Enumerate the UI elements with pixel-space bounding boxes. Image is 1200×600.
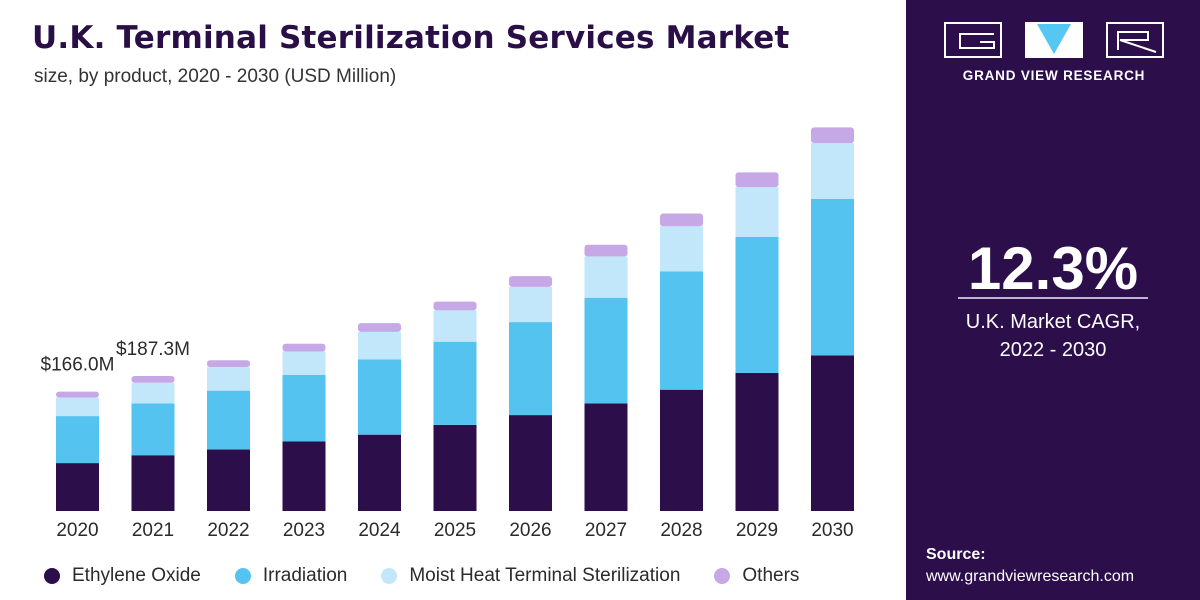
x-tick-label-2025: 2025 — [434, 520, 476, 541]
bar-2022-ethylene-oxide — [207, 449, 250, 511]
x-tick-label-2027: 2027 — [585, 520, 627, 541]
chart-subtitle: size, by product, 2020 - 2030 (USD Milli… — [34, 66, 397, 87]
bar-2023-moist-heat-terminal-sterilization — [282, 351, 326, 375]
bar-2026-ethylene-oxide — [509, 415, 552, 511]
bar-2024-moist-heat-terminal-sterilization — [358, 331, 401, 360]
bar-2021-others — [131, 376, 175, 383]
bar-2028-irradiation — [660, 271, 703, 390]
bar-2027-moist-heat-terminal-sterilization — [584, 256, 628, 298]
bar-2025-moist-heat-terminal-sterilization — [433, 310, 477, 342]
bar-2030-others — [811, 127, 854, 144]
x-tick-label-2020: 2020 — [56, 520, 98, 541]
bar-2020-ethylene-oxide — [56, 463, 99, 511]
cagr-label: U.K. Market CAGR, 2022 - 2030 — [906, 308, 1200, 364]
x-tick-label-2028: 2028 — [660, 520, 702, 541]
bar-2030-irradiation — [811, 198, 854, 356]
bar-2020-moist-heat-terminal-sterilization — [56, 397, 99, 417]
legend-item-others: Others — [714, 565, 799, 587]
cagr-label-line2: 2022 - 2030 — [999, 339, 1107, 361]
bar-2022-others — [207, 360, 250, 368]
bar-2021-irradiation — [131, 403, 175, 456]
bar-2020-irradiation — [56, 416, 99, 464]
bar-2029-moist-heat-terminal-sterilization — [735, 187, 779, 237]
data-label-2020: $166.0M — [41, 355, 115, 376]
x-tick-label-2026: 2026 — [509, 520, 551, 541]
cagr-label-line1: U.K. Market CAGR, — [965, 311, 1141, 333]
bar-2027-ethylene-oxide — [584, 403, 628, 511]
stacked-bar-chart: 2020 2021 2022 2023 2024 2025 2026 2027 2028 2029… — [41, 127, 854, 541]
bar-2026-irradiation — [509, 322, 552, 416]
x-tick-label-2021: 2021 — [132, 520, 174, 541]
logo-r-icon — [1106, 22, 1164, 58]
legend-item-moist-heat: Moist Heat Terminal Sterilization — [381, 565, 680, 587]
legend-label-others: Others — [742, 565, 800, 586]
bar-2028-moist-heat-terminal-sterilization — [660, 226, 703, 272]
chart-panel: U.K. Terminal Sterilization Services Mar… — [32, 20, 854, 589]
legend-swatch-irradiation — [234, 568, 251, 584]
legend-item-ethylene-oxide: Ethylene Oxide — [44, 565, 201, 587]
bar-2021-ethylene-oxide — [131, 455, 175, 511]
chart-title: U.K. Terminal Sterilization Services Mar… — [32, 20, 790, 56]
bar-2025-irradiation — [433, 341, 477, 425]
grand-view-research-logo: GRAND VIEW RESEARCH — [944, 22, 1164, 90]
cagr-value: 12.3% — [967, 235, 1139, 302]
bar-2026-moist-heat-terminal-sterilization — [509, 286, 552, 323]
bar-2020-others — [56, 391, 99, 398]
bar-2027-others — [584, 244, 628, 257]
legend-swatch-ethylene-oxide — [44, 568, 60, 584]
bar-2030-moist-heat-terminal-sterilization — [811, 143, 854, 199]
x-tick-label-2024: 2024 — [358, 520, 401, 541]
source-url[interactable]: www.grandviewresearch.com — [926, 568, 1135, 585]
bar-2030-ethylene-oxide — [811, 355, 854, 511]
x-tick-label-2023: 2023 — [283, 520, 325, 541]
source-note: Source: www.grandviewresearch.com — [926, 544, 1134, 588]
cagr-divider — [958, 297, 1148, 299]
bar-2022-irradiation — [207, 390, 250, 450]
legend-item-irradiation: Irradiation — [234, 565, 348, 587]
logo-text: GRAND VIEW RESEARCH — [962, 68, 1146, 83]
legend-label-irradiation: Irradiation — [262, 565, 348, 586]
bar-2029-others — [735, 172, 779, 188]
bar-2024-ethylene-oxide — [358, 434, 401, 511]
legend-label-ethylene-oxide: Ethylene Oxide — [72, 565, 201, 586]
bar-2028-ethylene-oxide — [660, 389, 703, 511]
bar-2028-others — [660, 213, 703, 227]
bar-2021-moist-heat-terminal-sterilization — [131, 382, 175, 404]
legend-swatch-others — [714, 568, 731, 584]
bar-2029-ethylene-oxide — [735, 373, 779, 511]
chart-legend: Ethylene Oxide Irradiation Moist Heat Te… — [44, 563, 833, 589]
logo-v-icon — [1025, 22, 1083, 58]
legend-swatch-moist-heat — [381, 568, 398, 584]
x-tick-label-2022: 2022 — [207, 520, 249, 541]
bar-2024-others — [358, 323, 401, 332]
bar-2029-irradiation — [735, 237, 779, 373]
bar-2025-others — [433, 301, 477, 311]
bar-2024-irradiation — [358, 359, 401, 435]
sidebar-panel: GRAND VIEW RESEARCH 12.3% U.K. Market CA… — [906, 0, 1200, 600]
bar-2026-others — [509, 276, 552, 287]
legend-label-moist-heat: Moist Heat Terminal Sterilization — [409, 565, 681, 586]
x-tick-label-2029: 2029 — [736, 520, 778, 541]
source-label: Source: — [926, 546, 986, 563]
bar-2022-moist-heat-terminal-sterilization — [207, 367, 250, 391]
bar-2023-others — [282, 343, 326, 352]
x-tick-label-2030: 2030 — [811, 520, 853, 541]
logo-g-icon — [944, 22, 1002, 58]
bar-2025-ethylene-oxide — [433, 424, 477, 511]
bar-2023-ethylene-oxide — [282, 441, 326, 511]
bar-2023-irradiation — [282, 375, 326, 442]
data-label-2021: $187.3M — [116, 339, 190, 360]
bar-2027-irradiation — [584, 297, 628, 404]
